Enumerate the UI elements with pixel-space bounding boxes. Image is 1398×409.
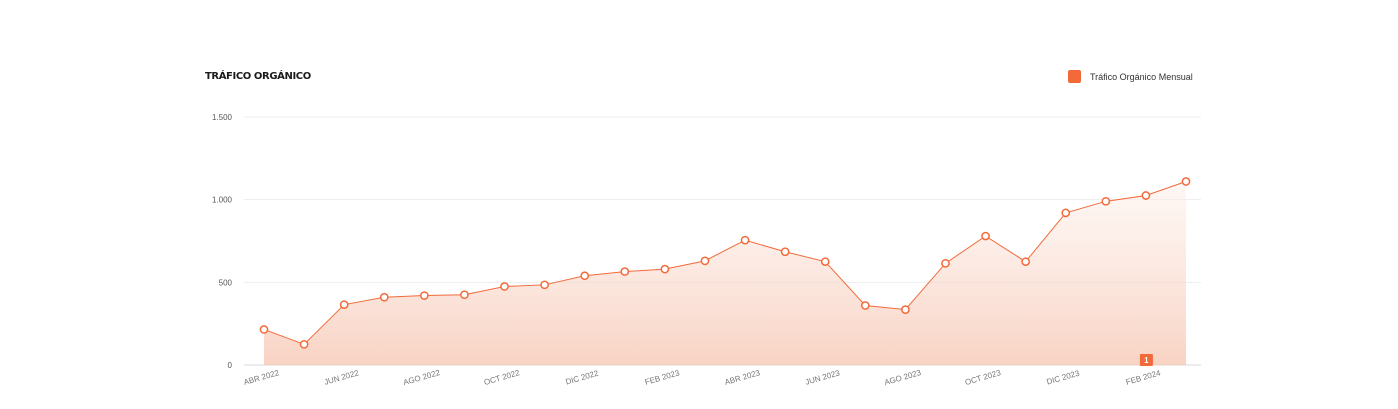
line-layer	[263, 181, 1187, 345]
data-point[interactable]	[1141, 191, 1151, 200]
legend-swatch	[1068, 70, 1081, 83]
x-tick-label: ABR 2022	[243, 368, 281, 387]
x-tick-label: FEB 2023	[644, 368, 681, 387]
x-tick-label: AGO 2022	[402, 368, 441, 387]
data-point[interactable]	[339, 300, 349, 310]
data-point[interactable]	[259, 325, 269, 334]
data-point[interactable]	[620, 267, 630, 276]
x-tick-label: JUN 2022	[323, 368, 360, 387]
annotation-layer: 1	[1139, 354, 1153, 366]
series-line	[263, 181, 1187, 345]
y-tick-label: 500	[219, 278, 233, 287]
data-point[interactable]	[981, 231, 990, 241]
data-point[interactable]	[1021, 257, 1031, 267]
y-tick-label: 1.000	[212, 196, 233, 205]
annotation-label: 1	[1144, 356, 1149, 365]
x-tick-label: DIC 2023	[1046, 368, 1081, 386]
y-tick-label: 1.500	[212, 113, 233, 122]
data-point[interactable]	[660, 264, 670, 274]
data-point[interactable]	[1061, 208, 1071, 218]
data-point[interactable]	[820, 257, 830, 267]
data-point[interactable]	[540, 280, 549, 290]
data-point[interactable]	[1101, 196, 1111, 206]
annotation-marker[interactable]	[1139, 354, 1153, 366]
data-point[interactable]	[941, 258, 950, 268]
data-point[interactable]	[1181, 177, 1191, 186]
x-tick-label: ABR 2023	[724, 368, 762, 387]
data-point[interactable]	[580, 271, 590, 281]
data-point[interactable]	[700, 256, 710, 266]
data-point[interactable]	[860, 301, 870, 310]
data-point[interactable]	[299, 339, 309, 349]
legend-label: Tráfico Orgánico Mensual	[1090, 71, 1193, 82]
point-layer	[259, 177, 1191, 349]
chart-title: TRÁFICO ORGÁNICO	[205, 71, 311, 82]
data-point[interactable]	[419, 291, 429, 300]
data-point[interactable]	[780, 247, 790, 257]
area-layer	[264, 181, 1186, 365]
x-tick-label: JUN 2023	[804, 368, 841, 387]
y-tick-label: 0	[228, 361, 233, 370]
x-tick-label: FEB 2024	[1125, 368, 1162, 387]
x-tick-label: AGO 2023	[883, 368, 922, 387]
data-point[interactable]	[500, 282, 509, 291]
x-tick-label: DIC 2022	[565, 368, 600, 386]
data-point[interactable]	[379, 292, 389, 302]
data-point[interactable]	[740, 235, 750, 245]
legend[interactable]: Tráfico Orgánico Mensual	[1068, 70, 1193, 83]
x-axis: ABR 2022 JUN 2022 AGO 2022 OCT 2022 DIC 2022…	[243, 368, 1163, 387]
data-point[interactable]	[460, 290, 469, 300]
data-point[interactable]	[901, 305, 910, 314]
series-area	[264, 181, 1186, 365]
x-tick-label: OCT 2022	[483, 368, 521, 387]
x-tick-label: OCT 2023	[964, 368, 1002, 387]
